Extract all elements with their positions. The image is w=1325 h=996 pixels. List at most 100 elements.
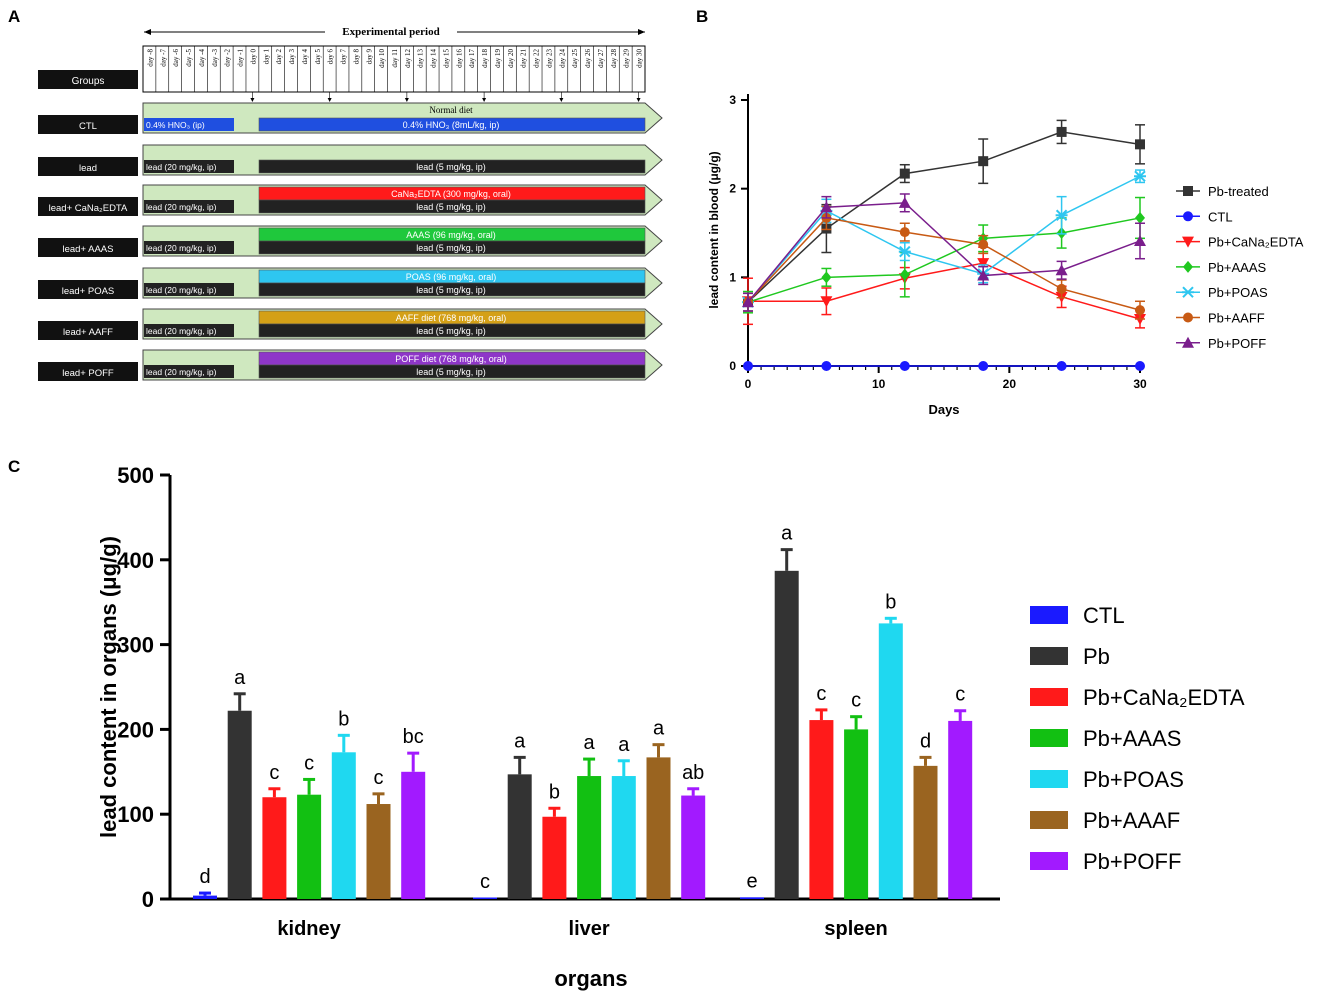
c-significance-letter: c — [480, 871, 490, 893]
group-label: lead+ AAAS — [63, 244, 114, 255]
day-label: day 1 — [262, 49, 270, 65]
b-series — [742, 169, 1146, 312]
day-label: day 29 — [623, 49, 631, 68]
c-bar — [297, 794, 322, 899]
day-label: day 9 — [365, 49, 373, 65]
panel-label-a: A — [8, 7, 20, 26]
c-significance-letter: bc — [403, 726, 424, 748]
b-x-label: Days — [928, 402, 959, 417]
day-label: day -1 — [237, 49, 245, 67]
induction-label: 0.4% HNO₃ (ip) — [146, 120, 205, 130]
b-series-line — [747, 217, 1141, 303]
b-data-point — [1135, 361, 1145, 371]
b-legend-label: Pb+AAAS — [1208, 260, 1267, 275]
group-label-box — [38, 362, 138, 381]
b-y-tick-label: 1 — [729, 270, 736, 284]
c-significance-letter: d — [920, 730, 931, 752]
c-bar — [193, 895, 217, 899]
day-label: day 10 — [378, 49, 386, 68]
b-legend-marker — [1183, 260, 1193, 273]
lead-bar — [258, 240, 646, 255]
induction-label: lead (20 mg/kg, ip) — [146, 367, 217, 377]
treatment-label: lead (5 mg/kg, ip) — [416, 162, 486, 172]
b-x-tick-label: 20 — [1003, 377, 1017, 391]
day-label: day 0 — [249, 49, 257, 65]
day-label: day 11 — [391, 49, 399, 68]
b-data-point — [1056, 283, 1067, 294]
lead-label: lead (5 mg/kg, ip) — [416, 326, 486, 336]
c-significance-letter: c — [816, 683, 826, 705]
c-significance-letter: a — [514, 730, 526, 752]
treatment-bar — [258, 159, 646, 174]
timeline-row: CTL Normal diet 0.4% HNO₃ (8mL/kg, ip) 0.4%… — [38, 102, 663, 134]
c-legend-item: Pb+AAAS — [1030, 726, 1181, 751]
period-arrow-right — [638, 29, 645, 35]
b-data-point — [743, 361, 753, 371]
c-legend-swatch — [1030, 811, 1068, 829]
c-legend-swatch — [1030, 770, 1068, 788]
b-data-point — [898, 196, 911, 208]
timeline-rows: CTL Normal diet 0.4% HNO₃ (8mL/kg, ip) 0.4%… — [38, 102, 663, 381]
c-category-label: kidney — [277, 918, 341, 940]
b-data-point — [977, 269, 990, 281]
c-legend-label: CTL — [1083, 603, 1125, 628]
group-label: lead+ CaNa₂EDTA — [49, 203, 128, 214]
c-significance-letter: c — [374, 767, 384, 789]
b-y-tick-label: 2 — [729, 182, 736, 196]
induction-bar — [144, 283, 234, 296]
blood-lead-chart: 0 10 20 30 0 1 2 3 Days lead content in blood (… — [707, 93, 1304, 417]
c-y-tick-label: 100 — [117, 802, 154, 827]
treatment-label: CaNa₂EDTA (300 mg/kg, oral) — [391, 189, 511, 199]
day-label: day -2 — [224, 49, 232, 67]
b-data-point — [1055, 209, 1068, 221]
timeline-row: lead+ POAS POAS (96 mg/kg, oral) lead (5 m… — [38, 267, 663, 299]
c-y-label: lead content in organs (μg/g) — [96, 536, 121, 838]
day-label: day 25 — [571, 49, 579, 68]
day-grid — [142, 45, 646, 93]
period-title-bg — [325, 24, 457, 38]
c-bar — [227, 710, 252, 899]
c-legend: CTL Pb Pb+CaNa₂EDTA Pb+AAAS Pb+POAS Pb+AAAF Pb… — [1030, 603, 1245, 874]
day-label: day 14 — [430, 49, 438, 68]
dose-tick-arrow — [404, 98, 409, 102]
induction-bar — [144, 324, 234, 337]
day-label: day -4 — [198, 49, 206, 67]
c-legend-label: Pb — [1083, 644, 1110, 669]
day-label: day 15 — [442, 49, 450, 68]
lead-label: lead (5 mg/kg, ip) — [416, 202, 486, 212]
b-data-point — [1056, 126, 1067, 137]
treatment-label: AAFF diet (768 mg/kg, oral) — [396, 313, 507, 323]
dose-tick-arrow — [327, 98, 332, 102]
lead-bar — [258, 199, 646, 214]
c-y-tick-label: 500 — [117, 463, 154, 488]
c-bar — [262, 797, 287, 899]
group-label: lead — [79, 163, 97, 174]
c-significance-letter: a — [618, 734, 630, 756]
group-label-box — [38, 238, 138, 257]
day-label: day 8 — [352, 49, 360, 65]
c-y-tick-label: 400 — [117, 548, 154, 573]
b-data-point — [978, 156, 989, 167]
b-x-tick-label: 0 — [745, 377, 752, 391]
day-label: day 12 — [404, 49, 412, 68]
panel-label-b: B — [696, 7, 708, 26]
period-arrow-left — [144, 29, 151, 35]
c-legend-item: Pb+POFF — [1030, 849, 1181, 874]
b-legend-item: Pb+AAFF — [1176, 311, 1265, 326]
b-legend-marker — [1183, 211, 1193, 222]
group-label: CTL — [79, 121, 97, 132]
day-label: day 4 — [301, 49, 309, 65]
b-legend-label: Pb+CaNa₂EDTA — [1208, 235, 1304, 250]
day-label: day -3 — [211, 49, 219, 67]
c-legend-item: Pb — [1030, 644, 1110, 669]
group-label-box — [38, 197, 138, 216]
c-legend-label: Pb+POFF — [1083, 849, 1181, 874]
b-data-point — [1056, 361, 1067, 371]
day-label: day 5 — [314, 49, 322, 65]
b-legend-marker — [1183, 186, 1193, 196]
b-data-point — [1135, 139, 1145, 150]
